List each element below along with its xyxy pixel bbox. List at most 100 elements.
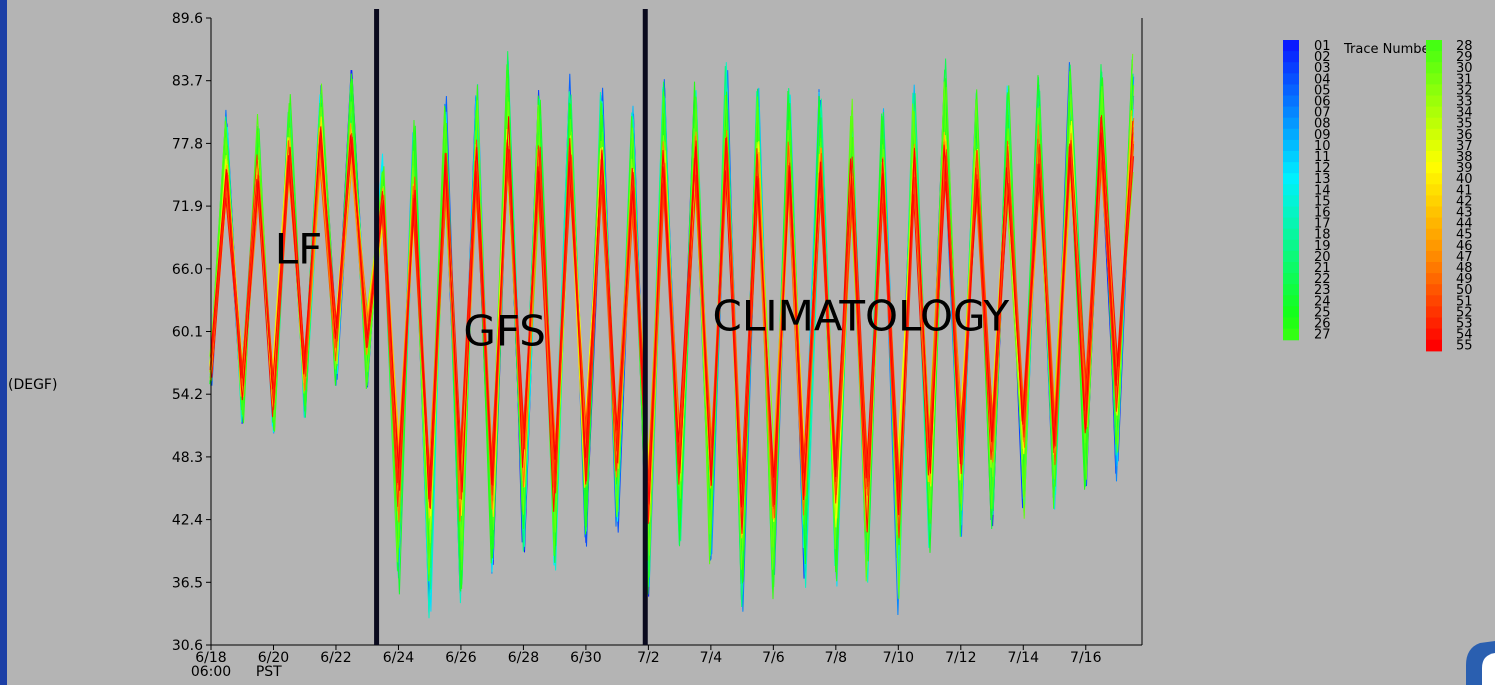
- legend-label-16: 16: [1314, 206, 1331, 221]
- region-labels: LF GFS CLIMATOLOGY: [275, 224, 1010, 355]
- legend-swatch-20: [1283, 250, 1299, 263]
- legend-label-28: 28: [1456, 39, 1473, 54]
- legend-label-33: 33: [1456, 95, 1473, 110]
- legend-swatch-04: [1283, 73, 1299, 85]
- legend-title: Trace Number: [1343, 42, 1435, 57]
- legend-swatch-46: [1426, 239, 1442, 252]
- legend-label-40: 40: [1456, 172, 1473, 187]
- legend-swatch-18: [1283, 228, 1299, 241]
- y-tick-label: 54.2: [172, 387, 203, 403]
- legend-label-05: 05: [1314, 83, 1331, 98]
- timezone-label: PST: [256, 664, 282, 680]
- x-tick-label: 7/2: [637, 650, 660, 666]
- legend-label-31: 31: [1456, 72, 1473, 87]
- x-tick-label: 7/14: [1008, 650, 1040, 666]
- legend-swatch-14: [1283, 184, 1299, 196]
- legend-swatch-16: [1283, 206, 1299, 219]
- legend-label-38: 38: [1456, 150, 1473, 165]
- y-tick-label: 42.4: [172, 513, 203, 529]
- legend-label-20: 20: [1314, 250, 1331, 265]
- y-tick-label: 66.0: [172, 262, 203, 278]
- legend-swatch-29: [1426, 51, 1442, 63]
- y-tick-label: 30.6: [172, 638, 203, 654]
- x-tick-label: 6/22: [320, 650, 351, 666]
- legend-swatch-30: [1426, 62, 1442, 74]
- legend-swatch-33: [1426, 95, 1442, 108]
- trace-legend: Trace Number 0102030405060708091011121314…: [1283, 39, 1473, 354]
- y-axis-label: (DEGF): [8, 377, 57, 393]
- legend-label-55: 55: [1456, 339, 1473, 354]
- legend-swatch-12: [1283, 162, 1299, 174]
- legend-swatch-21: [1283, 262, 1299, 274]
- legend-label-07: 07: [1314, 106, 1331, 121]
- y-tick-label: 77.8: [172, 136, 203, 152]
- legend-swatch-32: [1426, 84, 1442, 97]
- page-edge-strip: [0, 0, 7, 685]
- x-tick-label: 7/4: [700, 650, 723, 666]
- x-tick-label: 6/24: [383, 650, 415, 666]
- legend-label-30: 30: [1456, 61, 1473, 76]
- legend-swatch-19: [1283, 239, 1299, 252]
- legend-swatch-22: [1283, 273, 1299, 285]
- legend-label-46: 46: [1456, 239, 1473, 254]
- legend-label-37: 37: [1456, 139, 1473, 154]
- legend-swatch-25: [1283, 306, 1299, 319]
- legend-label-18: 18: [1314, 228, 1331, 243]
- x-tick-label: 6/26: [445, 650, 477, 666]
- legend-swatch-02: [1283, 51, 1299, 63]
- legend-label-51: 51: [1456, 294, 1473, 309]
- legend-swatch-17: [1283, 217, 1299, 230]
- legend-label-22: 22: [1314, 272, 1331, 287]
- legend-swatch-37: [1426, 139, 1442, 152]
- legend-label-43: 43: [1456, 206, 1473, 221]
- trace-55-line: [210, 116, 1133, 516]
- legend-label-25: 25: [1314, 305, 1331, 320]
- legend-swatch-10: [1283, 139, 1299, 152]
- legend-swatch-43: [1426, 206, 1442, 219]
- legend-swatch-52: [1426, 306, 1442, 319]
- legend-label-21: 21: [1314, 261, 1331, 276]
- legend-label-29: 29: [1456, 50, 1473, 65]
- legend-swatch-03: [1283, 62, 1299, 74]
- region-label-gfs: GFS: [463, 306, 546, 355]
- legend-label-19: 19: [1314, 239, 1331, 254]
- legend-label-08: 08: [1314, 117, 1331, 132]
- y-tick-label: 83.7: [172, 74, 203, 90]
- legend-label-53: 53: [1456, 317, 1473, 332]
- legend-label-35: 35: [1456, 117, 1473, 132]
- x-tick-label: 7/16: [1070, 650, 1102, 666]
- legend-swatch-07: [1283, 106, 1299, 119]
- legend-swatch-27: [1283, 328, 1299, 341]
- legend-label-01: 01: [1314, 39, 1331, 54]
- region-label-lf: LF: [275, 224, 323, 273]
- legend-swatch-35: [1426, 117, 1442, 130]
- legend-label-03: 03: [1314, 61, 1331, 76]
- y-tick-label: 36.5: [172, 575, 203, 591]
- trace-lines: [209, 51, 1135, 619]
- legend-label-34: 34: [1456, 106, 1473, 121]
- x-tick-label: 7/6: [762, 650, 785, 666]
- legend-swatch-08: [1283, 117, 1299, 130]
- x-tick-label: 6/20: [258, 650, 289, 666]
- legend-swatch-45: [1426, 228, 1442, 241]
- x-tick-label: 6/30: [570, 650, 601, 666]
- legend-label-26: 26: [1314, 317, 1331, 332]
- legend-label-42: 42: [1456, 194, 1473, 209]
- legend-swatch-09: [1283, 128, 1299, 141]
- legend-swatch-48: [1426, 262, 1442, 274]
- legend-swatch-26: [1283, 317, 1299, 330]
- legend-swatch-28: [1426, 40, 1442, 52]
- legend-label-17: 17: [1314, 217, 1331, 232]
- x-tick-label: 7/12: [945, 650, 976, 666]
- chart-axes: 89.6 83.7 77.8 71.9 66.0 60.1 54.2 48.3 42.4 36.5…: [8, 11, 1143, 680]
- y-tick-label: 71.9: [172, 199, 203, 215]
- legend-swatch-39: [1426, 162, 1442, 174]
- legend-swatch-53: [1426, 317, 1442, 330]
- legend-swatch-51: [1426, 295, 1442, 307]
- legend-label-49: 49: [1456, 272, 1473, 287]
- legend-swatch-31: [1426, 73, 1442, 85]
- legend-swatch-40: [1426, 173, 1442, 185]
- legend-swatch-49: [1426, 273, 1442, 285]
- legend-label-10: 10: [1314, 139, 1331, 154]
